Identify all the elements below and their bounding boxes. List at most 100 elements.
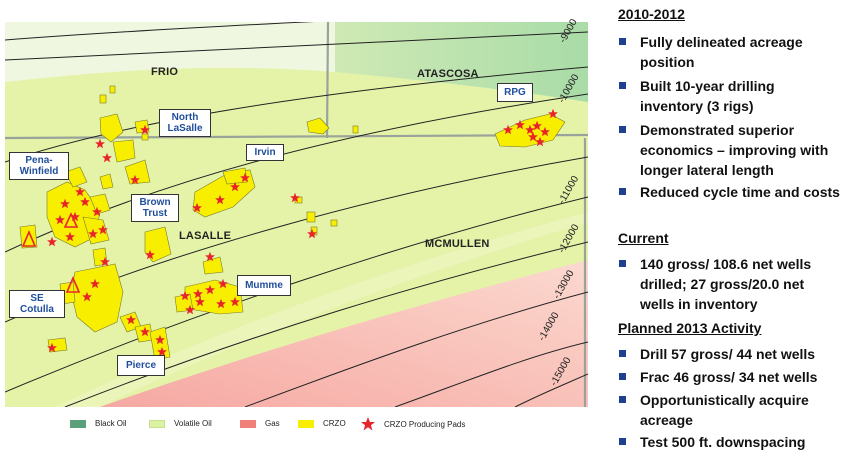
callout-line: LaSalle — [167, 123, 203, 134]
callout-line: Pena- — [25, 155, 53, 166]
producing-pad-star-icon — [205, 284, 215, 295]
callout-brown-trust: Brown Trust — [131, 194, 179, 222]
producing-pad-star-icon — [535, 136, 545, 147]
legend-item-black-oil: Black Oil — [70, 419, 127, 428]
producing-pad-star-icon — [88, 228, 98, 239]
legend-swatch-volatile-oil — [149, 419, 165, 428]
star-icon — [361, 417, 375, 431]
producing-pad-star-icon — [75, 186, 85, 197]
producing-pad-star-icon — [290, 192, 300, 203]
producing-pad-star-icon — [126, 314, 136, 325]
bullet-square-icon — [619, 438, 626, 445]
depth-contours — [5, 22, 588, 407]
producing-pad-star-icon — [540, 126, 550, 137]
callout-pena-winfield: Pena- Winfield — [9, 152, 69, 180]
producing-pad-star-icon — [55, 214, 65, 225]
bullet-item: Frac 46 gross/ 34 net wells — [616, 367, 842, 387]
producing-pad-star-icon — [130, 174, 140, 185]
producing-pad-star-icon — [515, 119, 525, 130]
producing-pad-star-icon — [230, 296, 240, 307]
bullet-text: 140 gross/ 108.6 net wells drilled; 27 g… — [640, 256, 812, 312]
producing-pad-star-icon — [90, 278, 100, 289]
bullet-item: Fully delineated acreage position — [616, 32, 842, 72]
producing-pad-star-icon — [145, 249, 155, 260]
producing-pad-star-icon — [70, 211, 80, 222]
bullet-item: Test 500 ft. downspacing — [616, 432, 842, 452]
county-label-lasalle: LASALLE — [179, 230, 232, 242]
producing-pad-star-icon — [528, 131, 538, 142]
producing-pad-star-icon — [157, 346, 167, 357]
bullet-text: Test 500 ft. downspacing — [640, 434, 806, 450]
legend-label-gas: Gas — [265, 419, 280, 428]
callout-rpg: RPG — [497, 83, 533, 102]
callout-mumme: Mumme — [237, 275, 291, 296]
bullet-square-icon — [619, 38, 626, 45]
producing-pad-star-icon — [216, 298, 226, 309]
producing-pad-star-icon — [82, 291, 92, 302]
producing-pad-star-icon — [95, 138, 105, 149]
legend-item-crzo: CRZO — [298, 419, 346, 428]
callout-line: SE — [30, 293, 44, 304]
producing-pad-star-icon — [307, 228, 317, 239]
county-label-mcmullen: MCMULLEN — [425, 238, 490, 250]
acreage-map: FRIO ATASCOSA LASALLE MCMULLEN -9000 -10… — [5, 17, 588, 407]
bullet-square-icon — [619, 260, 626, 267]
producing-pad-star-icon — [193, 288, 203, 299]
callout-irvin: Irvin — [246, 144, 284, 161]
bullet-item: Built 10-year drilling inventory (3 rigs… — [616, 76, 842, 116]
producing-pad-star-icon — [65, 231, 75, 242]
producing-pad-star-icon — [240, 172, 250, 183]
bullet-item: 140 gross/ 108.6 net wells drilled; 27 g… — [616, 254, 842, 314]
bullet-item: Opportunistically acquire acreage — [616, 390, 842, 430]
section-heading: Current — [618, 230, 669, 246]
county-label-frio: FRIO — [151, 66, 179, 78]
producing-pad-star-icon — [47, 342, 57, 353]
producing-pad-star-icon — [60, 198, 70, 209]
legend-label-producing-pads: CRZO Producing Pads — [384, 419, 466, 429]
section-heading: Planned 2013 Activity — [618, 320, 762, 336]
producing-pad-star-icon — [525, 124, 535, 135]
legend-item-volatile-oil: Volatile Oil — [149, 419, 212, 428]
producing-pad-star-icon — [140, 124, 150, 135]
producing-pad-star-icon — [503, 124, 513, 135]
producing-pad-star-icon — [195, 296, 205, 307]
bullet-square-icon — [619, 396, 626, 403]
county-label-atascosa: ATASCOSA — [417, 68, 479, 80]
producing-pad-star-icon — [548, 108, 558, 119]
pad-outlines — [21, 212, 81, 293]
legend-label-crzo: CRZO — [323, 419, 346, 428]
bullet-text: Opportunistically acquire acreage — [640, 392, 809, 428]
producing-pad-star-icon — [98, 224, 108, 235]
callout-north-lasalle: North LaSalle — [159, 109, 211, 137]
gas-region — [100, 260, 588, 407]
callout-se-cotulla: SE Cotulla — [9, 290, 65, 318]
callout-line: Brown — [139, 197, 171, 208]
callout-line: Trust — [142, 208, 168, 219]
producing-pad-star-icon — [47, 236, 57, 247]
legend-swatch-gas — [240, 419, 256, 428]
producing-pad-star-icon — [102, 152, 112, 163]
producing-pad-star-icon — [532, 120, 542, 131]
producing-pad-star-icon — [140, 326, 150, 337]
producing-pad-star-icon — [180, 290, 190, 301]
map-legend: Black Oil Volatile Oil Gas CRZO CRZO Pro… — [70, 417, 590, 433]
bullet-text: Drill 57 gross/ 44 net wells — [640, 346, 816, 362]
bullet-text: Built 10-year drilling inventory (3 rigs… — [640, 78, 775, 114]
legend-label-volatile-oil: Volatile Oil — [174, 419, 212, 428]
bullet-square-icon — [619, 188, 626, 195]
callout-line: Cotulla — [20, 304, 54, 315]
bullet-item: Reduced cycle time and costs — [616, 182, 842, 202]
county-boundaries — [5, 22, 588, 407]
summary-panel: 2010-2012 Fully delineated acreage positi… — [616, 0, 844, 462]
bullet-text: Reduced cycle time and costs — [640, 184, 840, 200]
bullet-item: Drill 57 gross/ 44 net wells — [616, 344, 842, 364]
map-canvas — [5, 22, 588, 407]
legend-item-gas: Gas — [240, 419, 280, 428]
bullet-square-icon — [619, 373, 626, 380]
bullet-square-icon — [619, 126, 626, 133]
producing-pads — [47, 108, 558, 357]
black-oil-region — [335, 22, 588, 102]
legend-label-black-oil: Black Oil — [95, 419, 127, 428]
bullet-text: Fully delineated acreage position — [640, 34, 803, 70]
section-heading: 2010-2012 — [618, 6, 685, 22]
